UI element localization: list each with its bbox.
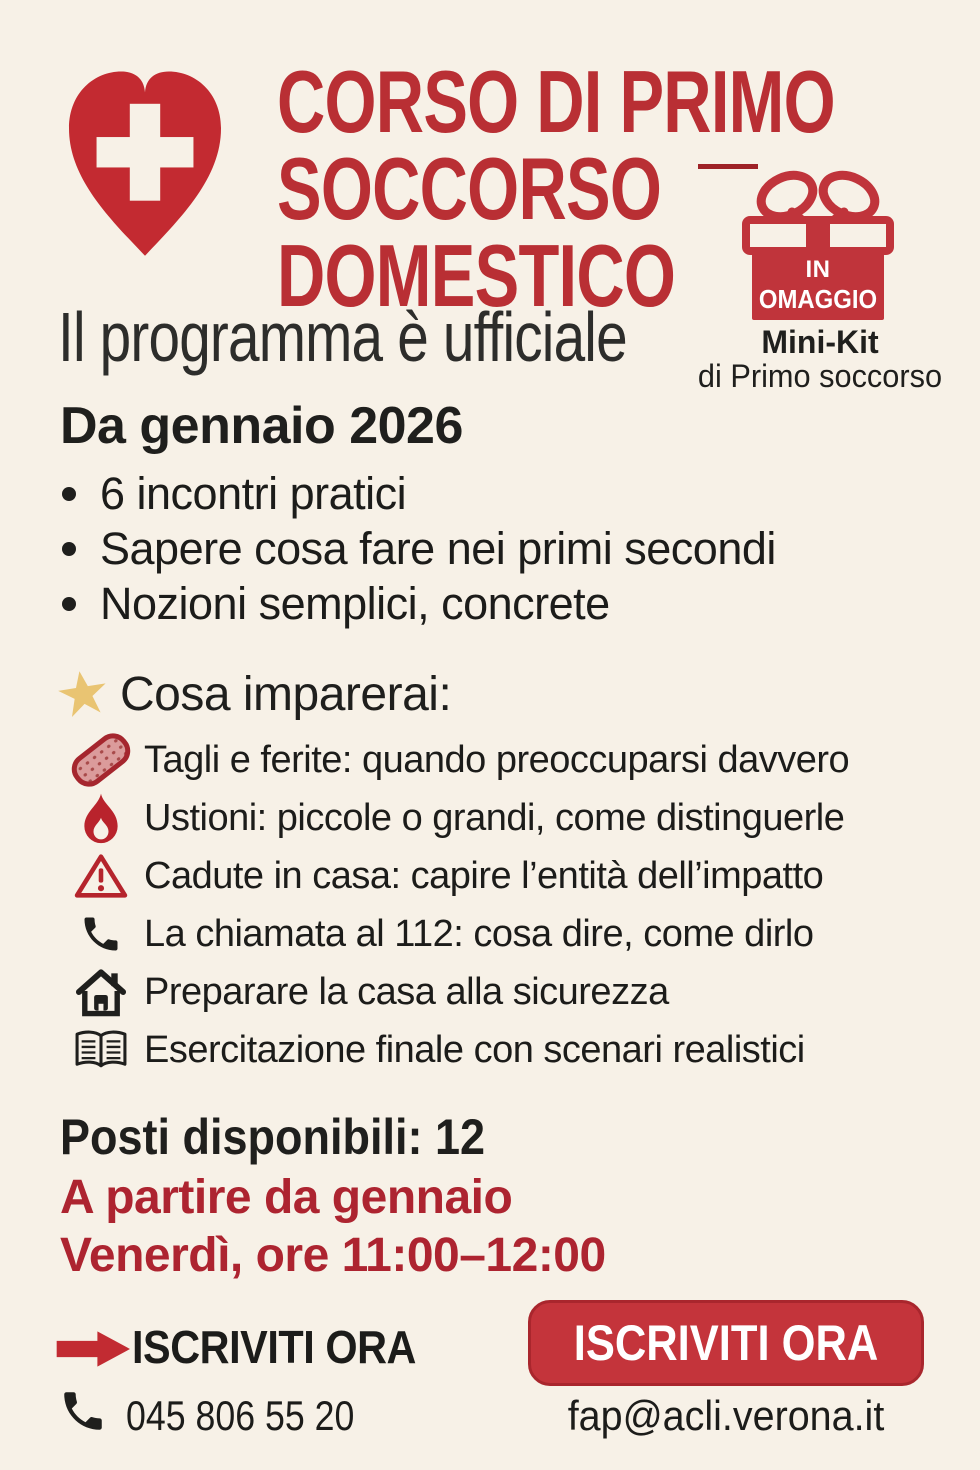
list-item: Nozioni semplici, concrete <box>62 576 776 631</box>
open-book-icon <box>58 1028 144 1073</box>
list-item: Tagli e ferite: quando preoccuparsi davv… <box>58 726 850 794</box>
learn-list: Tagli e ferite: quando preoccuparsi davv… <box>58 726 850 1079</box>
bullet-dot <box>62 541 76 556</box>
learn-item-text: Tagli e ferite: quando preoccuparsi davv… <box>144 738 850 781</box>
learn-item-text: Preparare la casa alla sicurezza <box>144 970 669 1013</box>
cta-label[interactable]: ISCRIVITI ORA <box>132 1321 416 1373</box>
gift-badge-text: IN <box>805 256 831 283</box>
bandage-icon <box>58 726 144 794</box>
phone-number[interactable]: 045 806 55 20 <box>126 1392 355 1439</box>
list-item: Ustioni: piccole o grandi, come distingu… <box>58 789 849 847</box>
gift-caption: Mini-Kit <box>761 324 879 360</box>
list-item: Cadute in casa: capire l’entità dell’imp… <box>58 847 849 905</box>
gift-badge-text: OMAGGIO <box>758 284 878 314</box>
subtitle: Il programma è ufficiale <box>58 298 628 376</box>
gift-icon <box>742 170 894 320</box>
star-icon <box>58 671 106 718</box>
phone-icon <box>58 912 144 956</box>
arrow-right-icon <box>56 1331 130 1367</box>
signup-button[interactable]: ISCRIVITI ORA <box>528 1300 924 1386</box>
page-title: CORSO DI PRIMO SOCCORSO DOMESTICO <box>277 52 980 325</box>
learn-item-text: Esercitazione finale con scenari realist… <box>144 1028 805 1071</box>
warning-triangle-icon <box>58 851 144 901</box>
bullet-text: Nozioni semplici, concrete <box>100 577 610 629</box>
date-heading: Da gennaio 2026 <box>60 397 463 455</box>
decorative-dash <box>698 164 758 169</box>
learn-item-text: Ustioni: piccole o grandi, come distingu… <box>144 796 845 839</box>
title-line-1: CORSO DI PRIMO <box>277 52 836 151</box>
period-line-2: Venerdì, ore 11:00–12:00 <box>60 1229 606 1282</box>
bullet-dot <box>62 596 76 611</box>
gift-badge: IN OMAGGIO <box>752 256 884 314</box>
list-item: Esercitazione finale con scenari realist… <box>58 1021 849 1079</box>
heart-cross-icon <box>69 71 221 256</box>
list-item: Preparare la casa alla sicurezza <box>58 963 849 1021</box>
phone-icon <box>64 1392 102 1430</box>
bullet-text: 6 incontri pratici <box>100 467 407 519</box>
list-item: 6 incontri pratici <box>62 466 776 521</box>
gift-caption: di Primo soccorso <box>697 358 943 394</box>
signup-button-label: ISCRIVITI ORA <box>573 1315 879 1371</box>
availability-text: Posti disponibili: 12 <box>60 1109 486 1165</box>
learn-item-text: Cadute in casa: capire l’entità dell’imp… <box>144 854 824 897</box>
learn-item-text: La chiamata al 112: cosa dire, come dirl… <box>144 912 814 955</box>
learn-heading: Cosa imparerai: <box>120 667 452 721</box>
email-address[interactable]: fap@acli.verona.it <box>567 1392 885 1439</box>
bullet-text: Sapere cosa fare nei primi secondi <box>100 522 776 574</box>
list-item: La chiamata al 112: cosa dire, come dirl… <box>58 905 849 963</box>
list-item: Sapere cosa fare nei primi secondi <box>62 521 776 576</box>
house-icon <box>58 966 144 1018</box>
bullet-dot <box>62 486 76 501</box>
period-line-1: A partire da gennaio <box>60 1171 513 1224</box>
course-bullet-list: 6 incontri pratici Sapere cosa fare nei … <box>62 466 776 631</box>
title-line-3: DOMESTICO <box>277 226 676 325</box>
title-line-2: SOCCORSO <box>277 139 662 238</box>
flame-icon <box>58 792 144 844</box>
learn-heading-row: Cosa imparerai: <box>58 667 452 721</box>
